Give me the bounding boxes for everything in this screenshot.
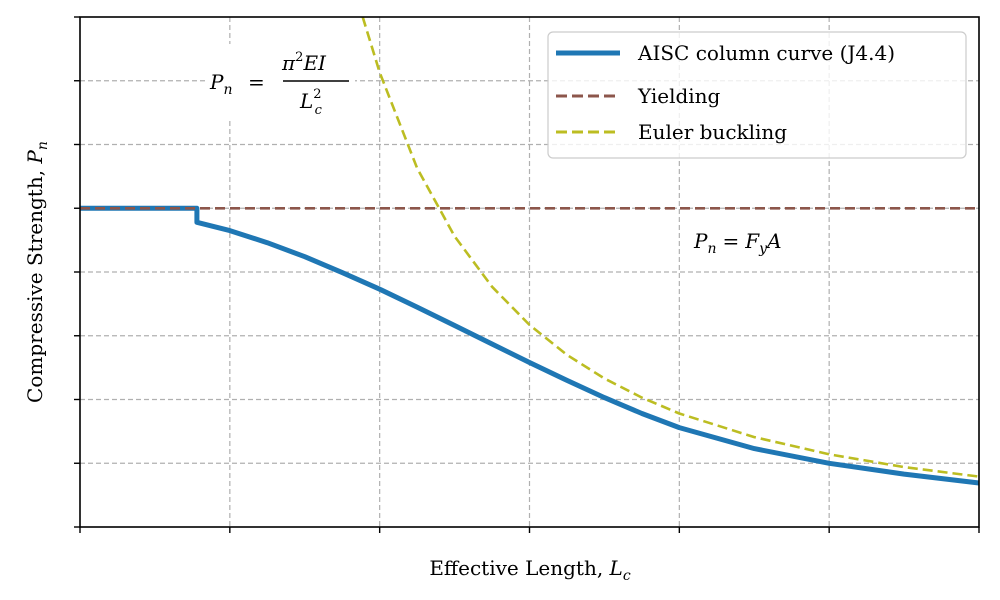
series-layer [80,16,980,486]
svg-text:π2EI: π2EI [281,50,327,75]
legend-label-yielding: Yielding [637,84,721,108]
legend-label-euler: Euler buckling [638,120,787,144]
legend-label-aisc: AISC column curve (J4.4) [637,41,895,65]
svg-text:L2c: L2 c [299,87,323,118]
svg-text:Pn=FyA: Pn = FyA [693,229,782,257]
ticks [74,16,980,533]
annotation-euler-formula: Pn = π2EI L2 c [205,44,355,120]
series-line-euler-buckling [361,16,980,478]
series-line-aisc-column-curve-j4-4 [80,205,980,486]
ann-var: P [209,70,224,94]
annotation-yield-formula: Pn = FyA [690,224,818,257]
ann-eq: = [248,70,265,94]
x-axis-label: Effective Length, Lc [429,556,631,584]
legend: AISC column curve (J4.4) Yielding Euler … [547,31,967,159]
svg-text:Pn: Pn [209,70,233,98]
y-axis-label: Compressive Strength, Pn [23,141,51,403]
